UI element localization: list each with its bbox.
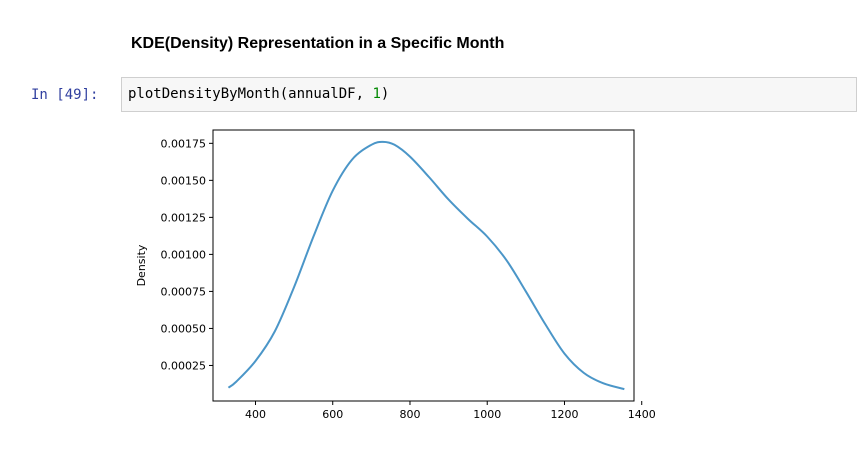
plot-frame bbox=[212, 129, 635, 402]
y-axis-ticks: 0.00025 0.00050 0.00075 0.00100 0.00125 0.001… bbox=[161, 137, 213, 372]
y-tick-label: 0.00175 bbox=[161, 137, 207, 150]
y-tick-label: 0.00050 bbox=[161, 322, 207, 335]
y-tick-label: 0.00075 bbox=[161, 285, 207, 298]
cell-prompt: In [49]: bbox=[31, 87, 99, 103]
x-tick-label: 800 bbox=[399, 408, 420, 421]
code-call-text: plotDensityByMonth(annualDF, bbox=[128, 86, 373, 102]
x-tick-label: 1200 bbox=[550, 408, 578, 421]
code-number-literal: 1 bbox=[372, 86, 381, 102]
density-curve bbox=[227, 140, 625, 391]
plot-output: 0.00025 0.00050 0.00075 0.00100 0.00125 0.001… bbox=[121, 118, 661, 443]
x-tick-label: 400 bbox=[245, 408, 266, 421]
x-tick-label: 600 bbox=[322, 408, 343, 421]
x-tick-label: 1400 bbox=[628, 408, 656, 421]
code-closing-paren: ) bbox=[380, 86, 390, 102]
y-axis-label: Density bbox=[135, 244, 148, 286]
y-tick-label: 0.00150 bbox=[161, 174, 207, 187]
code-cell-input[interactable]: plotDensityByMonth(annualDF, 1) bbox=[121, 77, 857, 112]
density-chart: 0.00025 0.00050 0.00075 0.00100 0.00125 0.001… bbox=[135, 129, 656, 421]
y-tick-label: 0.00125 bbox=[161, 211, 207, 224]
y-tick-label: 0.00100 bbox=[161, 248, 207, 261]
markdown-heading: KDE(Density) Representation in a Specifi… bbox=[131, 35, 505, 52]
code-line: plotDensityByMonth(annualDF, 1) bbox=[128, 86, 389, 102]
x-axis-ticks: 400 600 800 1000 1200 1400 bbox=[245, 401, 656, 421]
x-tick-label: 1000 bbox=[473, 408, 501, 421]
y-tick-label: 0.00025 bbox=[161, 359, 207, 372]
